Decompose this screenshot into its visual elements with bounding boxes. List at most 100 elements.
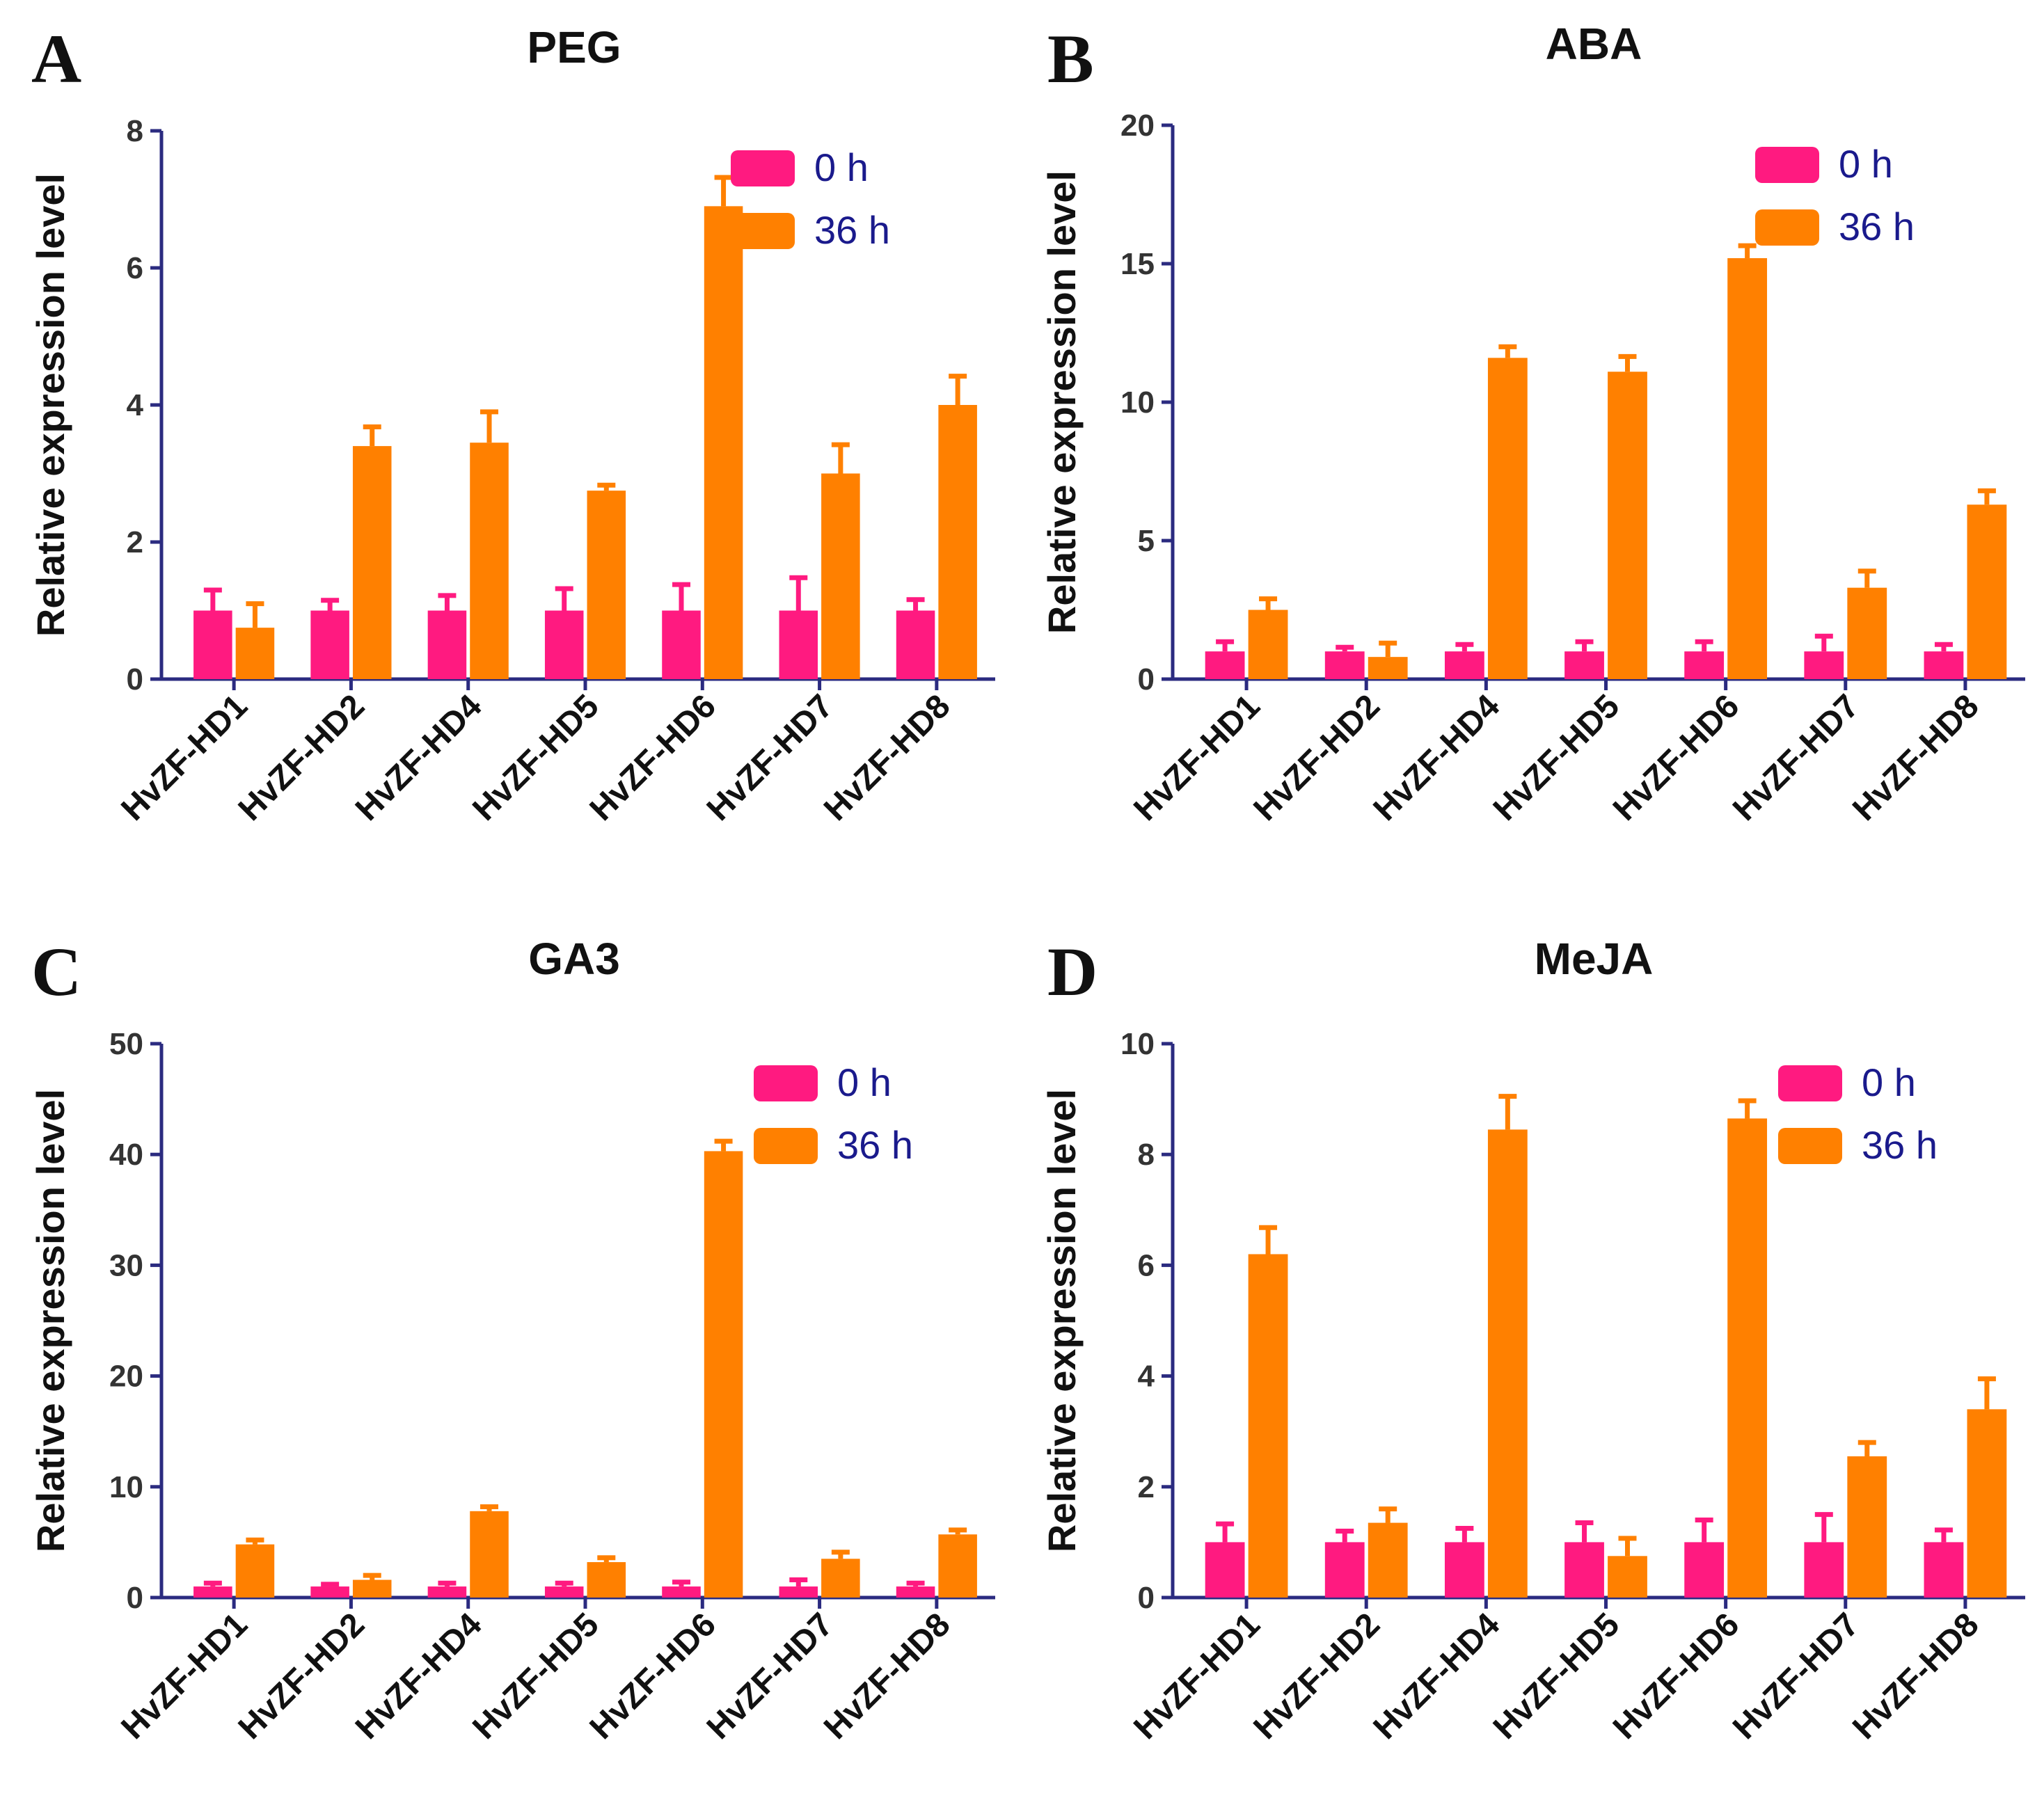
bar-0h [779, 1586, 818, 1598]
x-tick-label: HvZF-HD7 [1726, 1606, 1867, 1746]
x-tick-label: HvZF-HD7 [700, 1606, 841, 1746]
bar-0h [1924, 1542, 1964, 1598]
x-tick-label: HvZF-HD5 [1487, 687, 1627, 828]
bar-36h [1487, 358, 1528, 679]
bar-0h [1324, 651, 1365, 679]
legend-swatch-36h [1778, 1128, 1842, 1164]
x-tick-label: HvZF-HD2 [1246, 687, 1387, 828]
x-tick-label: HvZF-HD4 [349, 1606, 489, 1746]
bar-36h [352, 446, 392, 679]
bar-0h [1804, 1542, 1844, 1598]
bar-0h [310, 610, 349, 679]
legend-swatch-0h [731, 150, 795, 186]
legend-swatch-0h [1755, 147, 1819, 183]
y-tick-label: 10 [1120, 385, 1155, 420]
y-tick-label: 6 [1138, 1248, 1155, 1282]
bar-36h [938, 1534, 977, 1598]
x-tick-label: HvZF-HD1 [114, 1606, 255, 1746]
bar-36h [235, 1544, 275, 1598]
legend-label: 36 h [837, 1123, 913, 1167]
y-tick-label: 4 [127, 388, 144, 422]
bar-0h [1205, 1542, 1245, 1598]
bar-36h [235, 628, 275, 679]
x-tick-label: HvZF-HD1 [1127, 1606, 1267, 1746]
bar-36h [1248, 610, 1288, 679]
x-tick-label: HvZF-HD6 [583, 687, 724, 828]
bar-0h [1324, 1542, 1365, 1598]
bar-0h [1205, 651, 1245, 679]
bar-36h [1847, 1456, 1887, 1598]
bar-36h [470, 443, 509, 679]
x-tick-label: HvZF-HD1 [114, 687, 255, 828]
bar-36h [1487, 1129, 1528, 1598]
y-tick-label: 15 [1120, 247, 1155, 281]
bar-0h [427, 610, 467, 679]
y-tick-label: 6 [127, 251, 143, 285]
y-tick-label: 4 [1138, 1360, 1155, 1394]
legend-swatch-36h [731, 213, 795, 249]
bar-0h [1804, 651, 1844, 679]
panel-letter: D [1047, 933, 1098, 1010]
y-tick-label: 20 [109, 1360, 143, 1394]
x-tick-label: HvZF-HD8 [1846, 687, 1986, 828]
x-tick-label: HvZF-HD7 [1726, 687, 1867, 828]
chart-panel-c: C GA3 Relative expression level 0 10 20 30 40 50… [29, 933, 995, 1746]
y-axis-label: Relative expression level [29, 1089, 72, 1552]
bar-0h [310, 1586, 349, 1598]
y-tick-label: 30 [109, 1248, 143, 1282]
bar-0h [1684, 1542, 1725, 1598]
bar-36h [1368, 1522, 1408, 1598]
y-tick-label: 40 [109, 1138, 143, 1172]
bar-0h [1564, 651, 1604, 679]
y-tick-label: 10 [109, 1470, 143, 1504]
y-tick-label: 50 [109, 1027, 143, 1061]
x-tick-label: HvZF-HD2 [232, 687, 372, 828]
bar-0h [1924, 651, 1964, 679]
bar-0h [193, 1586, 232, 1598]
bar-36h [821, 1559, 860, 1598]
panel-letter: C [31, 933, 81, 1010]
y-tick-label: 0 [1138, 662, 1155, 696]
x-tick-label: HvZF-HD6 [583, 1606, 724, 1746]
bar-36h [1608, 1556, 1647, 1598]
legend-label: 0 h [1839, 142, 1893, 186]
chart-panel-b: B ABA Relative expression level 0 5 10 15 20 HvZ… [1040, 19, 2025, 828]
bar-0h [896, 610, 935, 679]
bar-36h [470, 1511, 509, 1598]
x-tick-label: HvZF-HD5 [466, 687, 606, 828]
chart-title: PEG [527, 22, 621, 72]
legend-swatch-0h [754, 1065, 818, 1101]
x-tick-label: HvZF-HD2 [232, 1606, 372, 1746]
bar-0h [779, 610, 818, 679]
bar-0h [193, 610, 232, 679]
x-tick-label: HvZF-HD7 [700, 687, 841, 828]
bar-36h [704, 206, 743, 680]
chart-panel-a: A PEG Relative expression level 0 2 4 6 8 HvZF-H… [29, 20, 995, 828]
chart-title: MeJA [1535, 934, 1654, 984]
bar-0h [544, 610, 584, 679]
y-tick-label: 0 [127, 1581, 143, 1615]
legend-label: 0 h [814, 145, 869, 189]
bar-0h [427, 1586, 467, 1598]
bar-36h [1847, 587, 1887, 679]
bar-0h [1444, 651, 1484, 679]
bar-36h [587, 1562, 626, 1598]
bar-36h [1967, 1409, 2007, 1598]
bar-36h [1727, 258, 1768, 679]
y-tick-label: 8 [1138, 1138, 1155, 1172]
bar-0h [662, 1586, 701, 1598]
panel-letter: A [31, 20, 81, 97]
legend-label: 36 h [814, 208, 890, 252]
legend-swatch-0h [1778, 1065, 1842, 1101]
bar-36h [1608, 372, 1647, 679]
bar-36h [352, 1579, 392, 1598]
legend-label: 36 h [1839, 205, 1915, 248]
panel-letter: B [1047, 20, 1094, 97]
x-tick-label: HvZF-HD4 [1367, 1606, 1507, 1746]
bar-36h [1727, 1118, 1768, 1598]
y-axis-label: Relative expression level [29, 173, 72, 637]
x-tick-label: HvZF-HD6 [1606, 687, 1747, 828]
bar-0h [1444, 1542, 1484, 1598]
legend-label: 36 h [1862, 1123, 1938, 1167]
